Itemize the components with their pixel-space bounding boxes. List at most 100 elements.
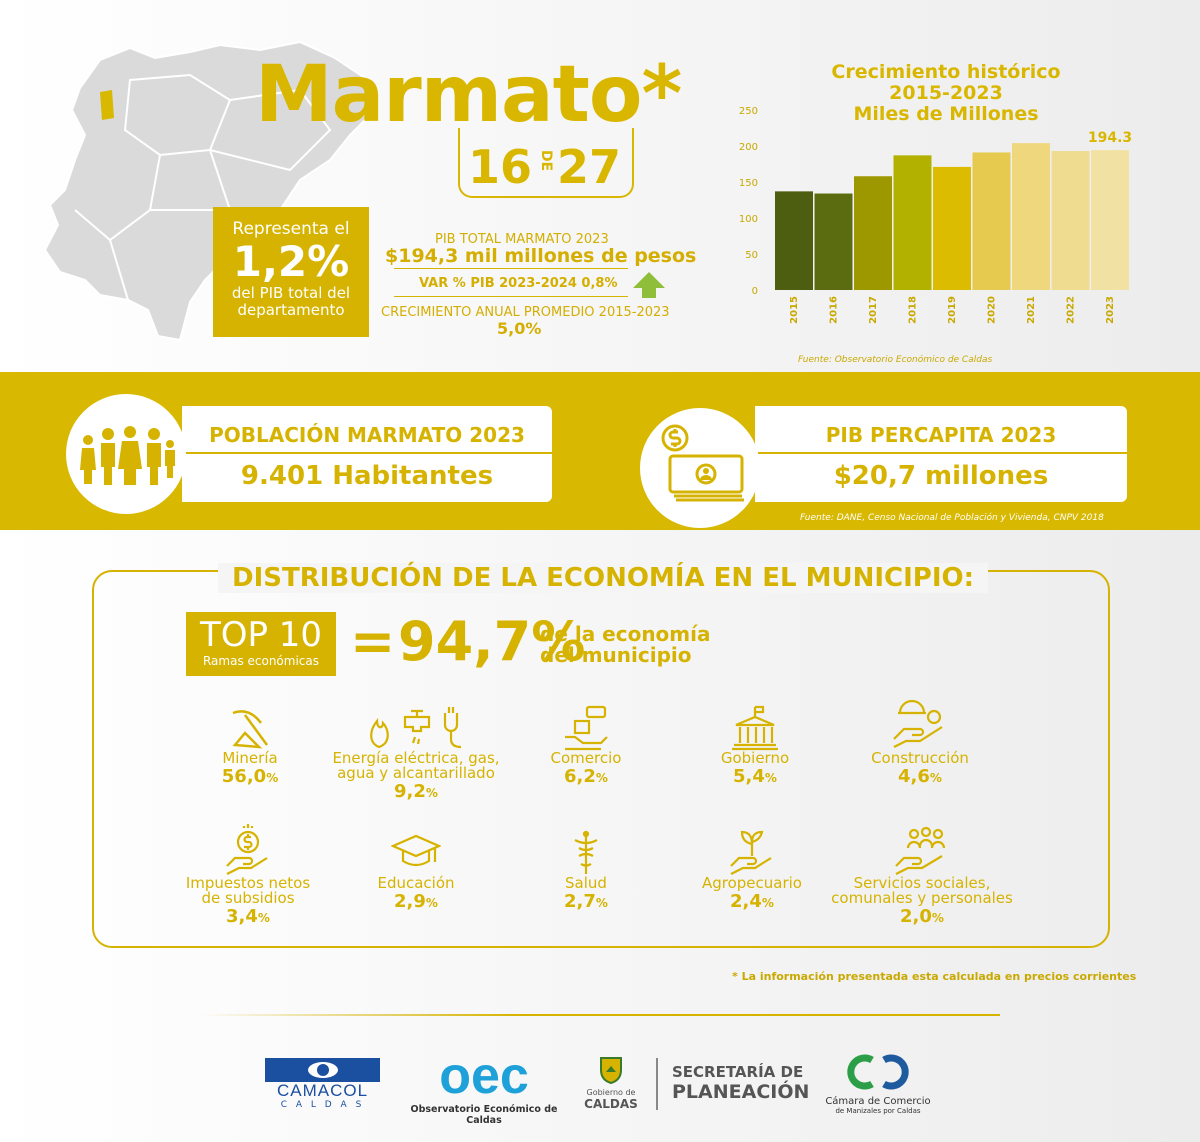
sector-name-2: agua y alcantarillado [337, 764, 495, 782]
sector-impuestos: Impuestos netos de subsidios 3,4% [148, 820, 348, 929]
sector-name-2: de subsidios [201, 889, 295, 907]
social-services-icon [895, 826, 946, 875]
sector-value: 2,4% [730, 891, 774, 912]
sector-value: 2,7% [564, 891, 608, 912]
sector-name: Comercio [550, 749, 622, 767]
population-value: 9.401 Habitantes [240, 461, 494, 491]
x-tick-label: 2016 [829, 296, 840, 324]
x-tick-label: 2021 [1026, 296, 1037, 324]
y-tick-label: 100 [739, 214, 758, 225]
top10-text-line1: de la economía [540, 622, 711, 646]
x-tick-label: 2015 [789, 296, 800, 324]
top10-label: TOP 10 [199, 615, 323, 655]
x-tick-label: 2022 [1066, 296, 1077, 324]
y-tick-label: 200 [739, 142, 758, 153]
bar-2018 [893, 155, 932, 290]
sector-name: Educación [377, 874, 455, 892]
pib-label: PIB TOTAL MARMATO 2023 [435, 232, 609, 247]
percapita-value: $20,7 millones [833, 461, 1049, 491]
sector-value: 56,0% [221, 766, 279, 787]
sector-name: Salud [565, 874, 607, 892]
camacol-emblem [265, 1058, 380, 1082]
bar-2019 [933, 166, 971, 290]
share-value: 1,2% [232, 237, 350, 286]
top10-text-line2: del municipio [540, 643, 692, 667]
share-line3b: departamento [237, 301, 345, 319]
bar-2015 [775, 191, 813, 290]
sector-value: 2,9% [394, 891, 438, 912]
sector-value: 3,4% [226, 906, 270, 927]
education-icon [391, 834, 441, 867]
sector-servicios-sociales: Servicios sociales, comunales y personal… [822, 826, 1022, 929]
shield-icon [600, 1057, 622, 1085]
share-box: Representa el 1,2% del PIB total del dep… [213, 207, 369, 337]
footer-divider [200, 1014, 1000, 1016]
chart-source: Fuente: Observatorio Económico de Caldas [798, 355, 993, 365]
sector-name: Agropecuario [701, 874, 802, 892]
camacol-name: CAMACOL [276, 1081, 369, 1100]
growth-label: CRECIMIENTO ANUAL PROMEDIO 2015-2023 [381, 305, 670, 320]
percapita-card: PIB PERCAPITA 2023 $20,7 millones [755, 406, 1127, 502]
sector-mineria: Minería 56,0% [150, 705, 350, 789]
camacol-sub: C A L D A S [280, 1100, 365, 1110]
gobernacion-logo: Gobierno de CALDAS [580, 1056, 642, 1111]
band-source: Fuente: DANE, Censo Nacional de Població… [800, 513, 1104, 523]
bar-2022 [1051, 151, 1090, 290]
oec-mark: oec [439, 1047, 529, 1105]
caldas-map [43, 40, 377, 342]
y-tick-label: 0 [752, 286, 758, 297]
footnote: * La información presentada esta calcula… [732, 970, 1137, 983]
bar-2017 [854, 176, 892, 290]
sector-value: 2,0% [900, 906, 944, 927]
sector-name: Construcción [871, 749, 969, 767]
sector-name-1: Energía eléctrica, gas, [332, 749, 500, 767]
sector-salud: Salud 2,7% [486, 830, 686, 914]
percapita-circle [640, 408, 760, 528]
sector-educacion: Educación 2,9% [316, 830, 516, 914]
sector-name-1: Impuestos netos [185, 874, 311, 892]
population-circle [66, 394, 186, 514]
data-label: 194.3 [1088, 130, 1132, 146]
sector-name: Gobierno [720, 749, 790, 767]
x-tick-label: 2019 [947, 296, 958, 324]
sector-agropecuario: Agropecuario 2,4% [652, 826, 852, 914]
y-tick-label: 150 [739, 178, 758, 189]
construction-icon [893, 699, 943, 748]
camacol-logo: CAMACOL C A L D A S [265, 1058, 380, 1110]
government-icon [732, 705, 778, 751]
pib-value: $194,3 mil millones de pesos [385, 245, 697, 267]
share-line1: Representa el [232, 219, 350, 239]
sector-name-1: Servicios sociales, [853, 874, 991, 892]
health-icon [574, 830, 598, 874]
cc-line2: de Manizales por Caldas [835, 1107, 921, 1115]
footer-separator [656, 1058, 658, 1110]
oec-name: Observatorio Económico de Caldas [410, 1104, 558, 1126]
camara-emblem-icon [847, 1054, 909, 1090]
taxes-icon [226, 824, 268, 875]
sector-name: Minería [222, 749, 278, 767]
growth-value: 5,0% [497, 319, 542, 338]
sector-gobierno: Gobierno 5,4% [655, 705, 855, 789]
gob-line1: Gobierno de [586, 1088, 636, 1097]
money-icon [661, 424, 744, 502]
gob-line2: CALDAS [584, 1097, 638, 1111]
sector-comercio: Comercio 6,2% [486, 705, 686, 789]
bar-2020 [972, 152, 1011, 290]
x-tick-label: 2020 [987, 296, 998, 324]
pickaxe-icon [232, 710, 269, 749]
top10-sub: Ramas económicas [202, 654, 320, 668]
sector-construccion: Construcción 4,6% [820, 695, 1020, 789]
chart-title-line2: 2015-2023 [889, 82, 1003, 104]
rank-connector: DE [538, 150, 554, 172]
x-tick-label: 2017 [868, 296, 879, 324]
camara-comercio-logo: Cámara de Comercio de Manizales por Cald… [818, 1052, 938, 1115]
sector-value: 6,2% [564, 766, 608, 787]
sector-energia: Energía eléctrica, gas, agua y alcantari… [316, 705, 516, 804]
percapita-title: PIB PERCAPITA 2023 [755, 406, 1127, 454]
population-card: POBLACIÓN MARMATO 2023 9.401 Habitantes [182, 406, 552, 502]
sec-line2: PLANEACIÓN [672, 1081, 810, 1103]
sec-line1: SECRETARÍA DE [672, 1063, 804, 1081]
chart-title-line1: Crecimiento histórico [831, 61, 1061, 83]
chart-title: Crecimiento histórico 2015-2023 Miles de… [790, 62, 1102, 125]
y-tick-label: 50 [745, 250, 758, 261]
